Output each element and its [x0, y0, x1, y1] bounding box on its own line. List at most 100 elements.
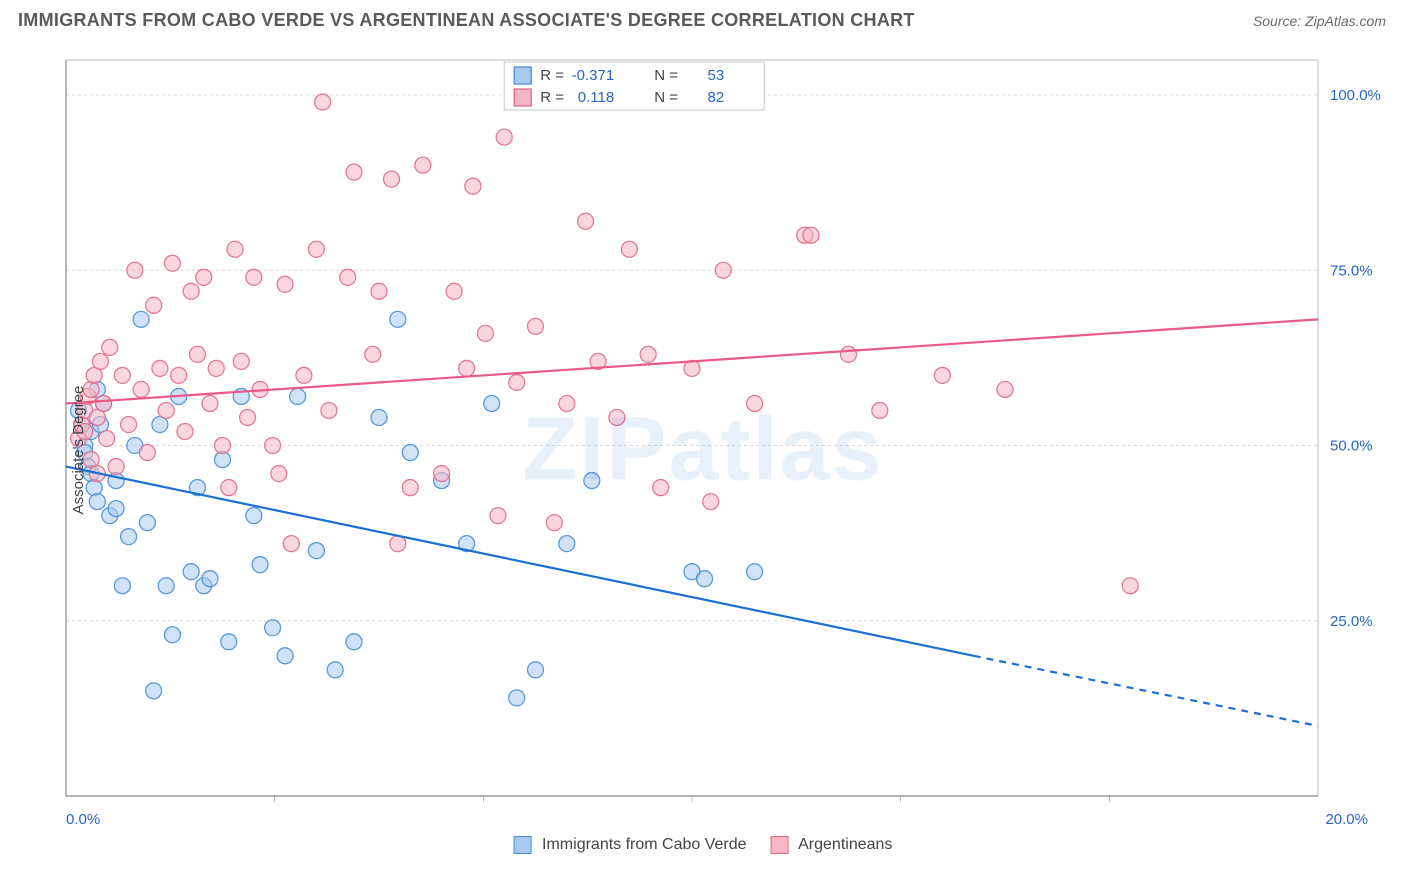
plot-border — [66, 60, 1318, 796]
trend-line-arg — [66, 319, 1318, 403]
data-point-arg — [703, 494, 719, 510]
data-point-arg — [308, 241, 324, 257]
data-point-arg — [246, 269, 262, 285]
data-point-cabo — [390, 311, 406, 327]
data-point-arg — [803, 227, 819, 243]
data-point-arg — [384, 171, 400, 187]
data-point-arg — [509, 374, 525, 390]
data-point-cabo — [202, 571, 218, 587]
data-point-arg — [177, 424, 193, 440]
data-point-arg — [189, 346, 205, 362]
stats-r-value-cabo: -0.371 — [572, 67, 615, 84]
legend-swatch-cabo — [514, 836, 532, 854]
data-point-cabo — [402, 445, 418, 461]
data-point-cabo — [528, 662, 544, 678]
data-point-arg — [934, 367, 950, 383]
data-point-arg — [121, 416, 137, 432]
legend-item-arg: Argentineans — [771, 836, 893, 854]
data-point-arg — [221, 480, 237, 496]
data-point-arg — [715, 262, 731, 278]
data-point-arg — [164, 255, 180, 271]
data-point-arg — [841, 346, 857, 362]
data-point-cabo — [114, 578, 130, 594]
chart-title: IMMIGRANTS FROM CABO VERDE VS ARGENTINEA… — [18, 10, 915, 31]
data-point-arg — [315, 94, 331, 110]
data-point-arg — [114, 367, 130, 383]
data-point-arg — [233, 353, 249, 369]
data-point-arg — [640, 346, 656, 362]
legend-item-cabo: Immigrants from Cabo Verde — [514, 836, 747, 854]
data-point-cabo — [697, 571, 713, 587]
data-point-arg — [340, 269, 356, 285]
chart-svg: 25.0%50.0%75.0%100.0%0.0%20.0%R =-0.371N… — [18, 44, 1388, 856]
data-point-arg — [108, 459, 124, 475]
data-point-arg — [146, 297, 162, 313]
stats-r-label: R = — [540, 89, 564, 106]
bottom-legend: Immigrants from Cabo Verde Argentineans — [514, 836, 893, 854]
data-point-cabo — [559, 536, 575, 552]
data-point-arg — [434, 466, 450, 482]
data-point-arg — [346, 164, 362, 180]
legend-label-arg: Argentineans — [798, 836, 892, 853]
data-point-cabo — [121, 529, 137, 545]
stats-swatch-arg — [514, 89, 531, 106]
data-point-cabo — [108, 501, 124, 517]
data-point-cabo — [265, 620, 281, 636]
data-point-arg — [490, 508, 506, 524]
data-point-cabo — [164, 627, 180, 643]
data-point-arg — [271, 466, 287, 482]
y-tick-label: 100.0% — [1330, 87, 1381, 104]
data-point-arg — [653, 480, 669, 496]
data-point-arg — [265, 438, 281, 454]
data-point-arg — [1122, 578, 1138, 594]
data-point-arg — [559, 395, 575, 411]
data-point-arg — [546, 515, 562, 531]
data-point-arg — [997, 381, 1013, 397]
data-point-arg — [365, 346, 381, 362]
data-point-arg — [96, 395, 112, 411]
data-point-arg — [102, 339, 118, 355]
data-point-arg — [99, 431, 115, 447]
data-point-arg — [415, 157, 431, 173]
data-point-arg — [296, 367, 312, 383]
stats-n-label: N = — [654, 67, 678, 84]
data-point-cabo — [327, 662, 343, 678]
data-point-arg — [747, 395, 763, 411]
data-point-cabo — [221, 634, 237, 650]
data-point-arg — [283, 536, 299, 552]
y-tick-label: 25.0% — [1330, 613, 1373, 630]
data-point-cabo — [183, 564, 199, 580]
data-point-cabo — [146, 683, 162, 699]
chart-container: Associate's Degree ZIPatlas 25.0%50.0%75… — [18, 44, 1388, 856]
stats-n-label: N = — [654, 89, 678, 106]
data-point-cabo — [509, 690, 525, 706]
data-point-arg — [139, 445, 155, 461]
data-point-cabo — [308, 543, 324, 559]
data-point-arg — [872, 402, 888, 418]
data-point-arg — [446, 283, 462, 299]
data-point-cabo — [290, 388, 306, 404]
data-point-arg — [92, 353, 108, 369]
data-point-arg — [609, 409, 625, 425]
stats-swatch-cabo — [514, 67, 531, 84]
data-point-cabo — [139, 515, 155, 531]
data-point-arg — [158, 402, 174, 418]
data-point-cabo — [246, 508, 262, 524]
data-point-arg — [459, 360, 475, 376]
data-point-arg — [208, 360, 224, 376]
data-point-cabo — [86, 480, 102, 496]
y-tick-label: 75.0% — [1330, 262, 1373, 279]
data-point-arg — [277, 276, 293, 292]
data-point-cabo — [158, 578, 174, 594]
data-point-cabo — [346, 634, 362, 650]
data-point-arg — [127, 262, 143, 278]
data-point-arg — [152, 360, 168, 376]
trend-line-dash-cabo — [974, 656, 1318, 726]
stats-n-value-cabo: 53 — [708, 67, 725, 84]
trend-line-cabo — [66, 467, 974, 656]
data-point-arg — [402, 480, 418, 496]
data-point-arg — [196, 269, 212, 285]
data-point-cabo — [584, 473, 600, 489]
data-point-arg — [621, 241, 637, 257]
data-point-arg — [528, 318, 544, 334]
